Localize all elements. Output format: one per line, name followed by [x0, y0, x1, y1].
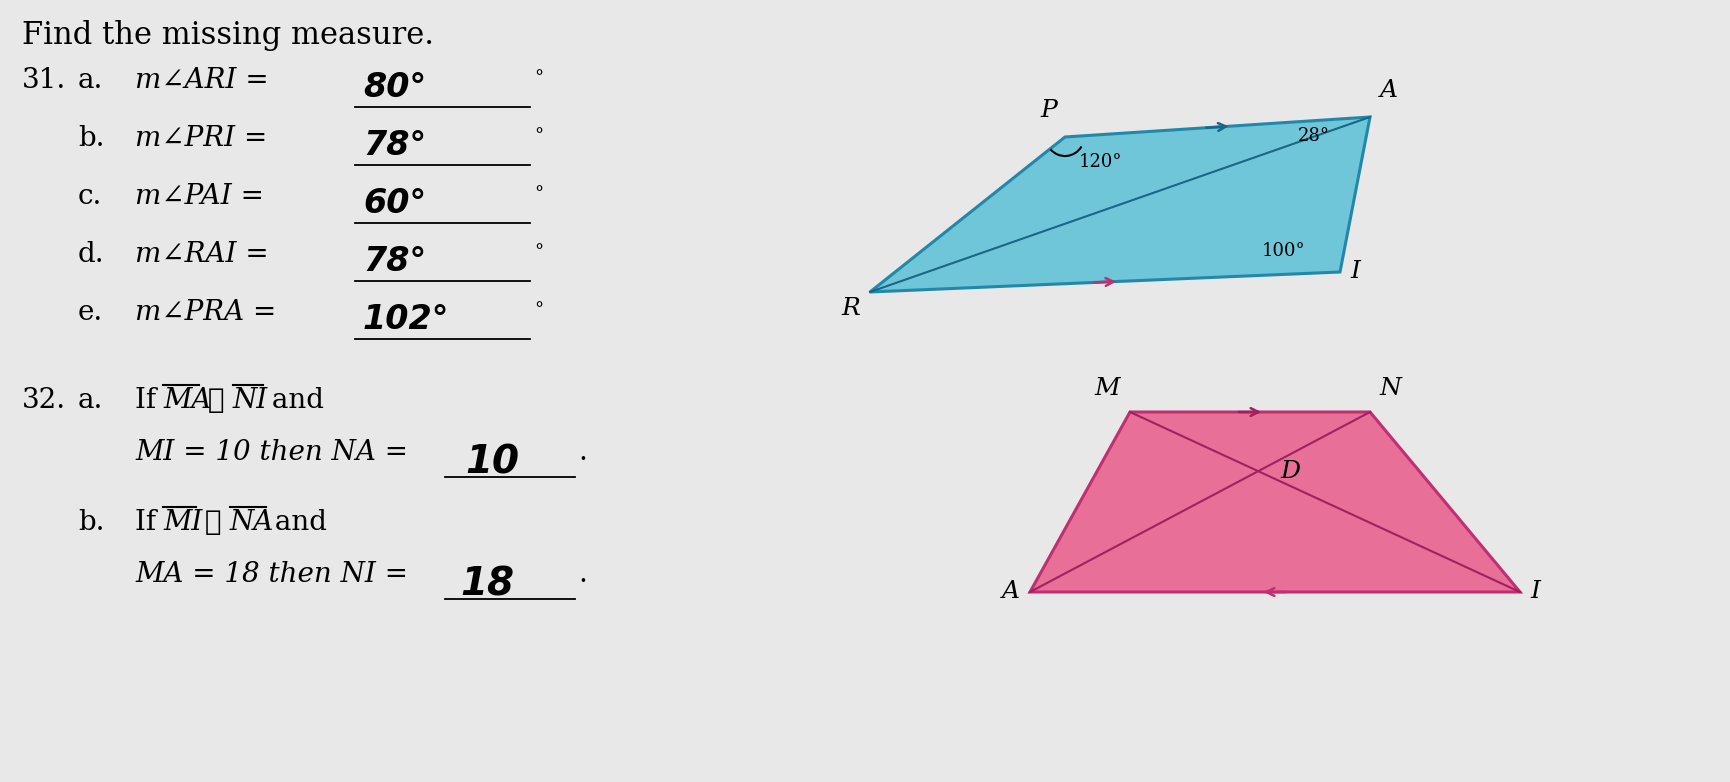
Text: 78°: 78°	[363, 129, 426, 162]
Text: 28°: 28°	[1298, 127, 1329, 145]
Polygon shape	[870, 117, 1368, 292]
Text: m∠ARI =: m∠ARI =	[135, 67, 268, 94]
Text: and: and	[263, 387, 324, 414]
Text: .: .	[578, 561, 586, 588]
Text: A: A	[1002, 580, 1019, 604]
Text: m∠PRI =: m∠PRI =	[135, 125, 266, 152]
Text: 31.: 31.	[22, 67, 66, 94]
Text: MI: MI	[163, 509, 202, 536]
Text: °: °	[533, 185, 543, 203]
Text: a.: a.	[78, 67, 104, 94]
Text: m∠PRA =: m∠PRA =	[135, 299, 277, 326]
Text: MA = 18 then NI =: MA = 18 then NI =	[135, 561, 417, 588]
Text: M: M	[1093, 377, 1119, 400]
Text: P: P	[1040, 99, 1057, 122]
Text: 18: 18	[460, 566, 514, 604]
Text: D: D	[1280, 460, 1299, 482]
Text: A: A	[1379, 79, 1398, 102]
Text: 10: 10	[465, 444, 519, 482]
Text: 78°: 78°	[363, 245, 426, 278]
Text: °: °	[533, 301, 543, 319]
Text: .: .	[578, 439, 586, 466]
Text: °: °	[533, 127, 543, 145]
Text: NI: NI	[234, 387, 268, 414]
Text: e.: e.	[78, 299, 104, 326]
Text: If: If	[135, 509, 164, 536]
Text: I: I	[1529, 580, 1540, 604]
Text: °: °	[533, 69, 543, 87]
Text: 60°: 60°	[363, 187, 426, 220]
Text: NA: NA	[230, 509, 273, 536]
Text: 32.: 32.	[22, 387, 66, 414]
Text: Find the missing measure.: Find the missing measure.	[22, 20, 434, 51]
Text: R: R	[841, 297, 860, 320]
Text: b.: b.	[78, 509, 104, 536]
Polygon shape	[1029, 412, 1519, 592]
Text: °: °	[533, 243, 543, 261]
Text: a.: a.	[78, 387, 104, 414]
Text: m∠PAI =: m∠PAI =	[135, 183, 263, 210]
Text: d.: d.	[78, 241, 104, 268]
Text: 102°: 102°	[363, 303, 450, 336]
Text: MI = 10 then NA =: MI = 10 then NA =	[135, 439, 417, 466]
Text: m∠RAI =: m∠RAI =	[135, 241, 268, 268]
Text: 80°: 80°	[363, 71, 426, 104]
Text: If: If	[135, 387, 164, 414]
Text: MA: MA	[163, 387, 211, 414]
Text: ≅: ≅	[199, 387, 234, 414]
Text: and: and	[266, 509, 327, 536]
Text: N: N	[1379, 377, 1401, 400]
Text: I: I	[1349, 260, 1360, 284]
Text: b.: b.	[78, 125, 104, 152]
Text: ≅: ≅	[195, 509, 230, 536]
Text: c.: c.	[78, 183, 102, 210]
Text: 120°: 120°	[1078, 153, 1121, 171]
Text: 100°: 100°	[1261, 242, 1304, 260]
